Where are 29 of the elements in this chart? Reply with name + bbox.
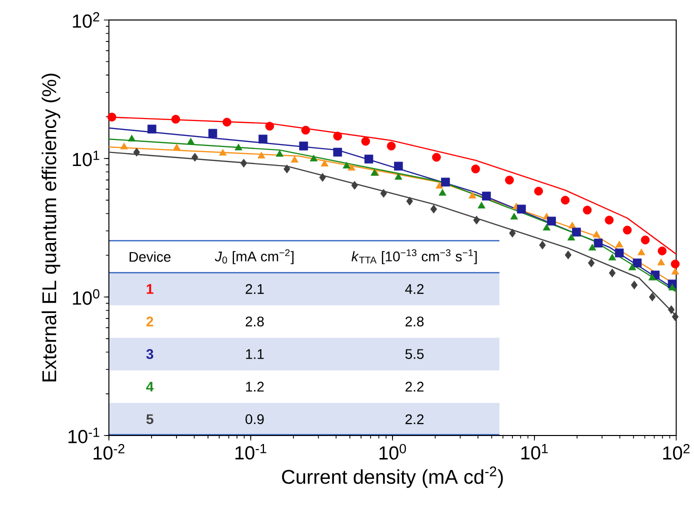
x-axis-title: Current density (mA cd$^{-2}$) [282,466,503,488]
y-tick-label: 10$^{0}$ [72,288,100,305]
x-tick-label: 10$^{1}$ [521,444,548,460]
text: 4 [146,382,154,392]
annotation: 0.9 [246,414,264,424]
annotation: 2.1 [246,284,264,294]
x-tick-label: 10$^{-2}$ [94,444,124,460]
text: 5 [146,414,154,424]
annotation: 1.2 [246,382,264,392]
annotation: 2.2 [406,382,424,392]
annotation: J$_{0}$ [mA cm$^{−2}$] [214,249,294,264]
annotation: 5.5 [405,349,424,359]
text: 1 [146,284,154,294]
annotation: 2.8 [246,316,264,326]
annotation: 2.2 [406,414,424,424]
text: k$_{TTA}$ [10$^{−13}$ cm$^{−3}$ s$^{−1}$] [352,249,477,264]
annotation: Device [130,251,170,262]
text: 2 [146,316,154,326]
y-tick-label: 10$^{2}$ [72,12,100,28]
annotation: 1.1 [246,349,264,359]
text: 3 [146,348,154,359]
x-tick-label: 10$^{-1}$ [236,444,266,460]
annotation: 4.2 [405,284,424,294]
y-tick-label: 10$^{1}$ [72,150,100,166]
annotation: 2.8 [406,316,424,326]
y-tick-label: 10$^{-1}$ [68,428,100,444]
x-tick-label: 10$^{0}$ [380,444,406,460]
y-axis-title: External EL quantum efficiency (%) [42,74,60,382]
x-tick-label: 10$^{2}$ [663,444,690,460]
